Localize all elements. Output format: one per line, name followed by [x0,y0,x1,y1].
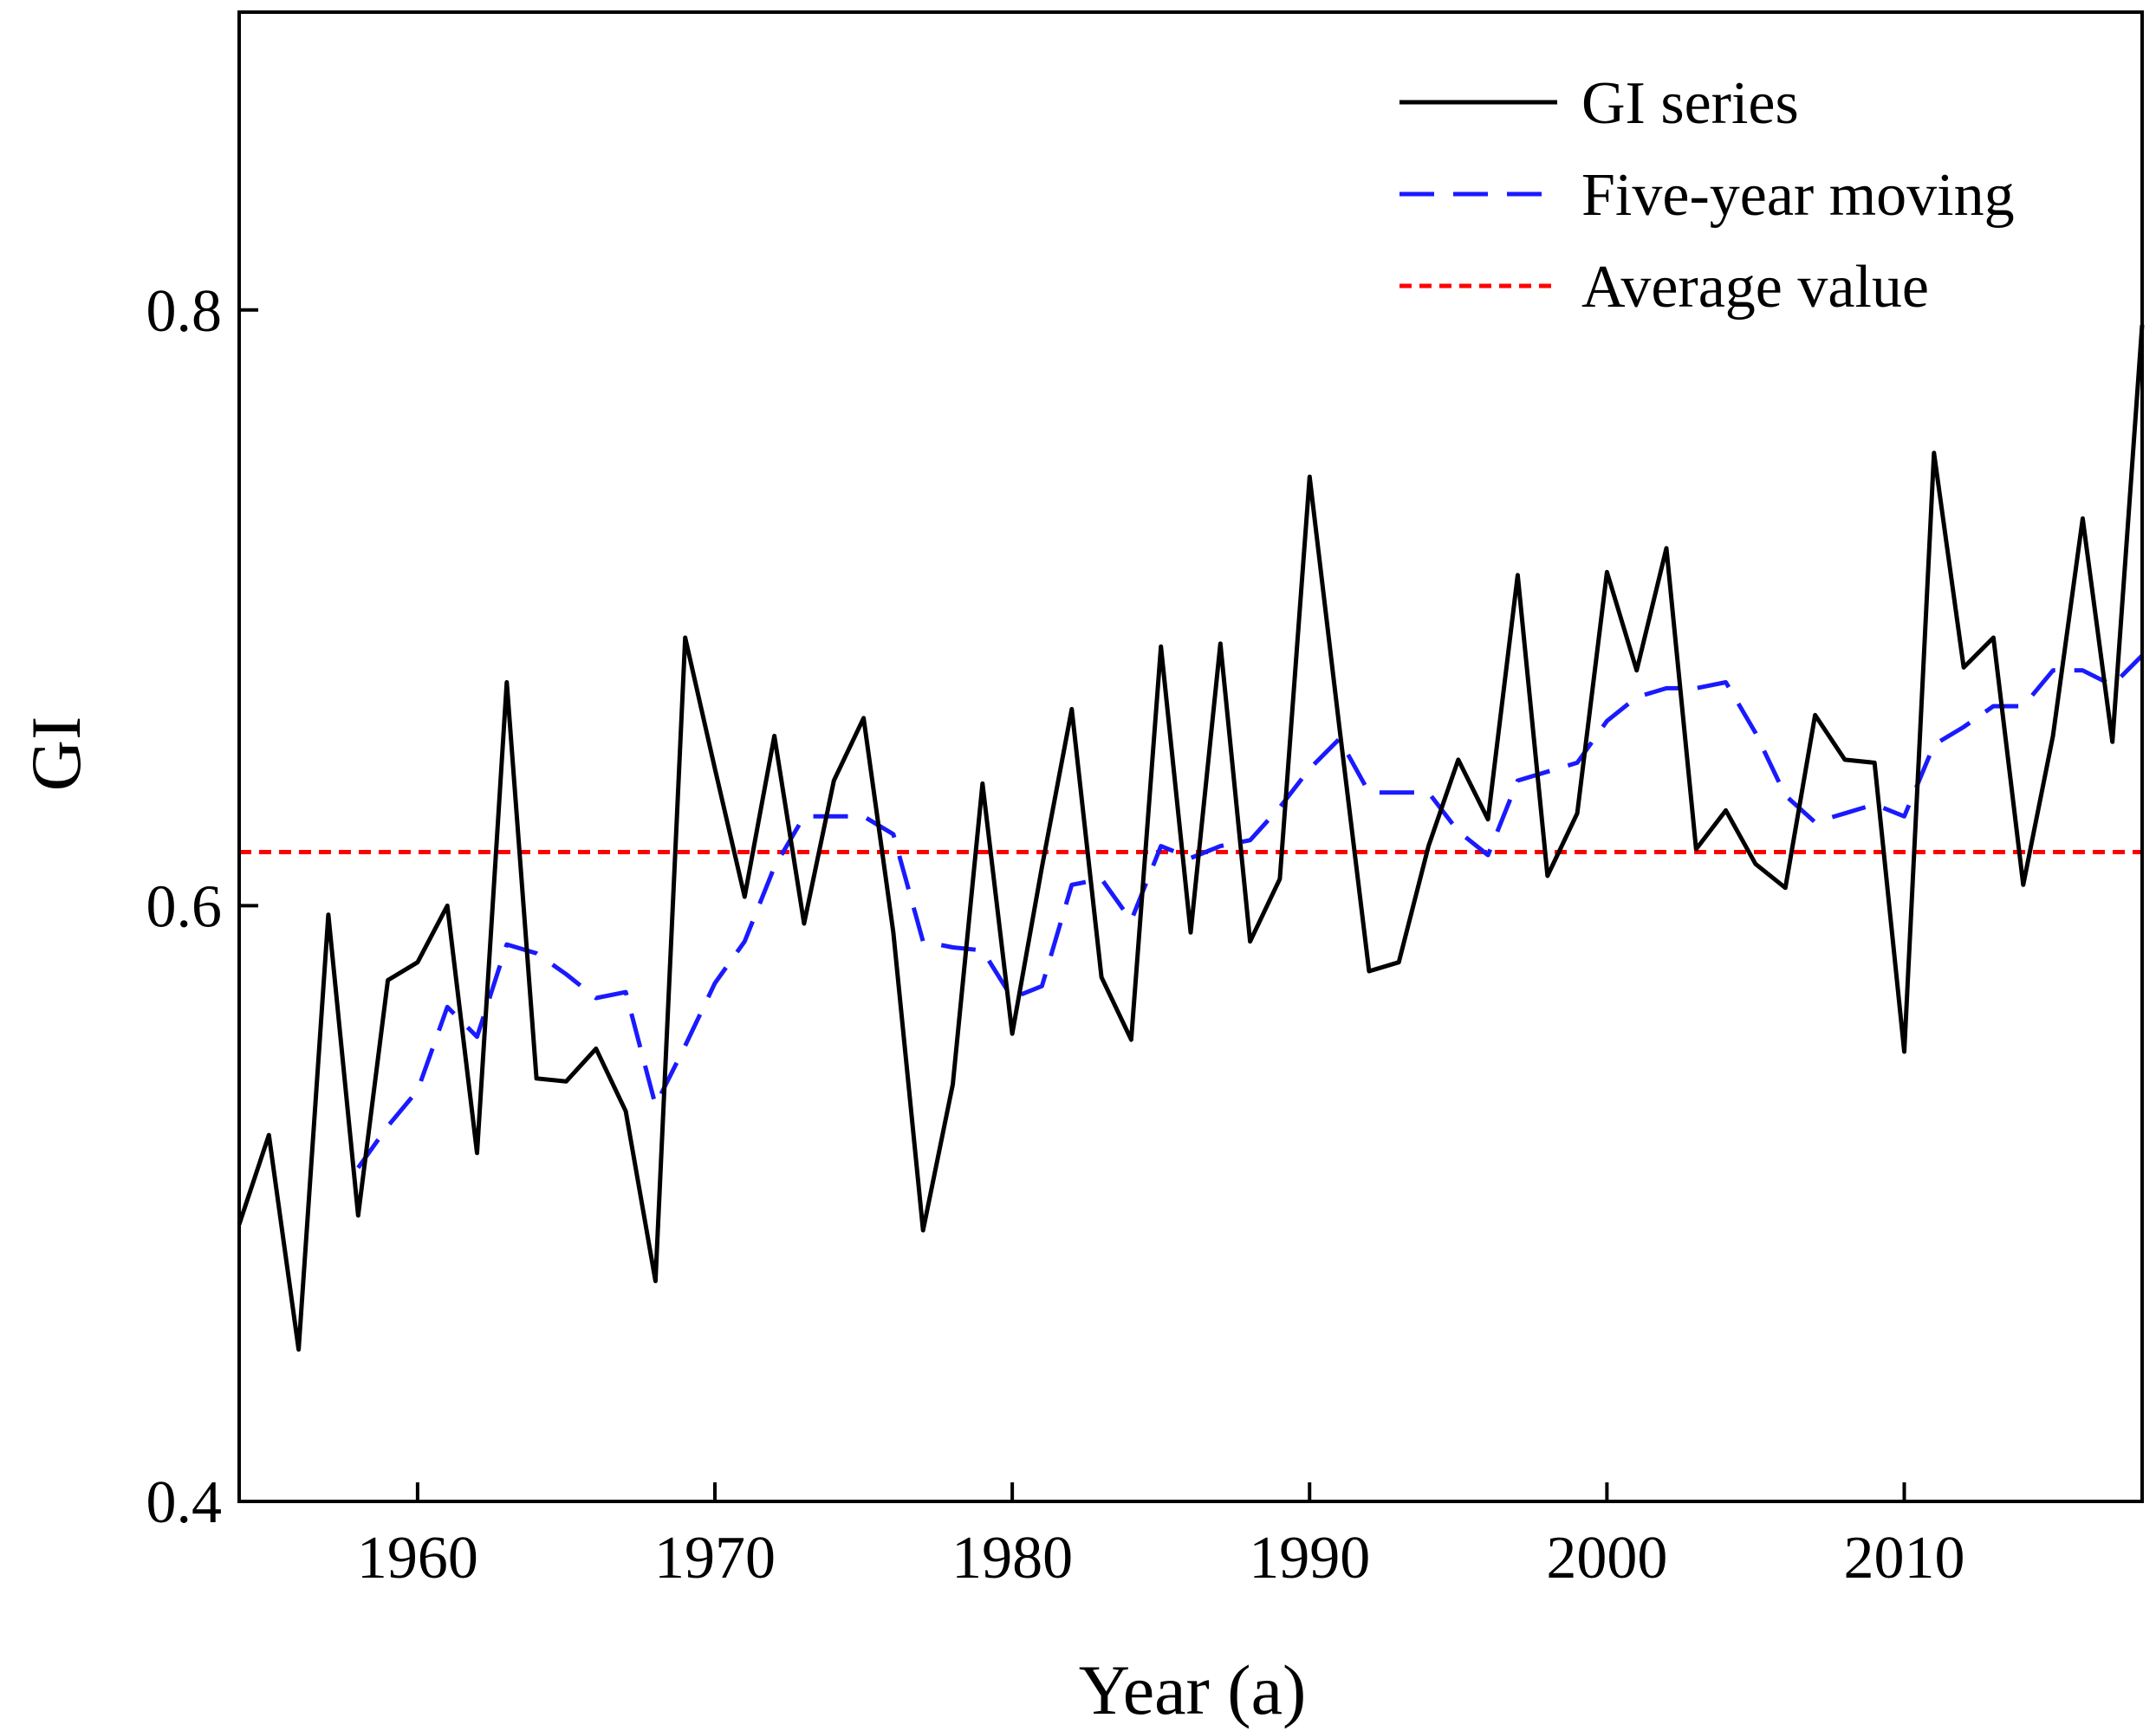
legend-label-five-year-moving: Five-year moving [1581,162,2015,229]
series-line-five-year-moving [356,653,2144,1170]
legend-label-gi-series: GI series [1581,70,1799,137]
y-axis: 0.4 0.6 0.8 [146,278,258,1536]
y-tick-label: 0.6 [146,873,223,940]
x-axis-title: Year (a) [1079,1650,1307,1729]
y-tick-label: 0.4 [146,1469,223,1536]
x-tick-label: 2010 [1844,1525,1965,1592]
legend-label-average-value: Average value [1581,254,1929,321]
x-tick-label: 1970 [654,1525,776,1592]
y-tick-label: 0.8 [146,278,223,345]
x-tick-label: 1980 [951,1525,1073,1592]
x-tick-label: 1990 [1249,1525,1370,1592]
x-tick-label: 2000 [1546,1525,1667,1592]
series-layer [237,324,2145,1352]
plot-frame [237,10,2144,1503]
legend: GI series Five-year moving Average value [1399,70,2015,321]
series-line-gi-series [237,324,2145,1352]
x-axis: 1960 1970 1980 1990 2000 2010 [357,1482,1965,1592]
y-axis-title: GI [16,716,95,792]
x-tick-label: 1960 [357,1525,478,1592]
